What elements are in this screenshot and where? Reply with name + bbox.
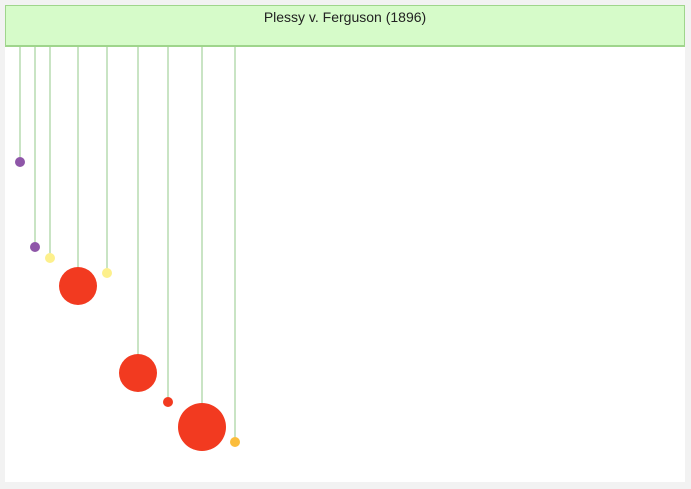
case-node[interactable] — [30, 242, 40, 252]
case-node[interactable] — [178, 403, 226, 451]
case-node[interactable] — [163, 397, 173, 407]
node-diagram — [15, 46, 240, 451]
case-header[interactable]: Plessy v. Ferguson (1896) — [5, 5, 685, 47]
case-node[interactable] — [15, 157, 25, 167]
case-node[interactable] — [230, 437, 240, 447]
case-node[interactable] — [119, 354, 157, 392]
case-node[interactable] — [102, 268, 112, 278]
case-node[interactable] — [45, 253, 55, 263]
canvas: Plessy v. Ferguson (1896) — [5, 5, 685, 482]
case-title: Plessy v. Ferguson (1896) — [263, 9, 427, 25]
case-node[interactable] — [59, 267, 97, 305]
